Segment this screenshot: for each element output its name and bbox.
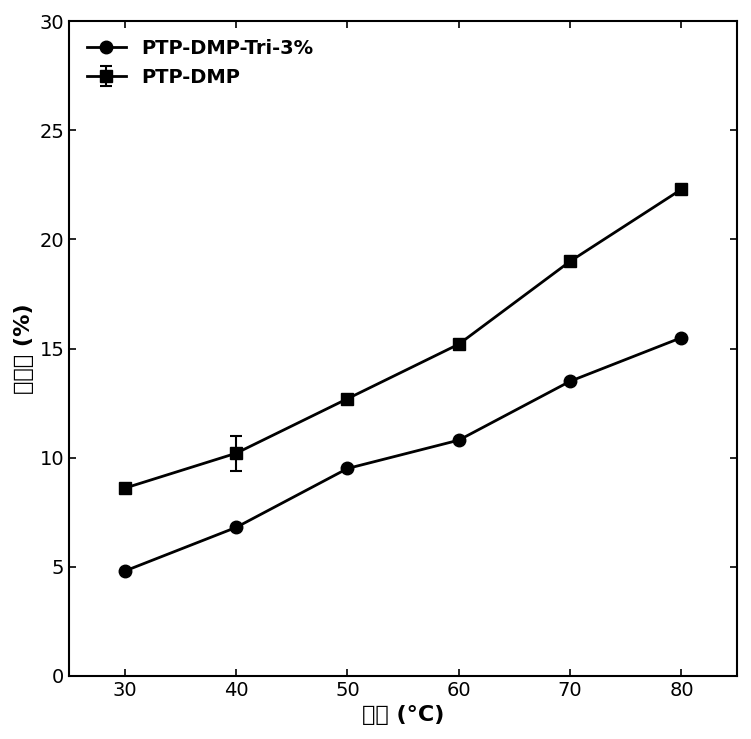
PTP-DMP-Tri-3%: [231, 523, 240, 532]
Legend: PTP-DMP-Tri-3%, PTP-DMP: PTP-DMP-Tri-3%, PTP-DMP: [79, 31, 321, 95]
Y-axis label: 溶胀率 (%): 溶胀率 (%): [14, 303, 34, 394]
PTP-DMP-Tri-3%: [343, 464, 352, 473]
PTP-DMP-Tri-3%: [454, 436, 463, 445]
Line: PTP-DMP-Tri-3%: PTP-DMP-Tri-3%: [119, 331, 688, 577]
PTP-DMP-Tri-3%: [120, 567, 129, 576]
X-axis label: 温度 (°C): 温度 (°C): [362, 705, 445, 725]
PTP-DMP-Tri-3%: [566, 377, 575, 386]
PTP-DMP-Tri-3%: [677, 333, 686, 342]
